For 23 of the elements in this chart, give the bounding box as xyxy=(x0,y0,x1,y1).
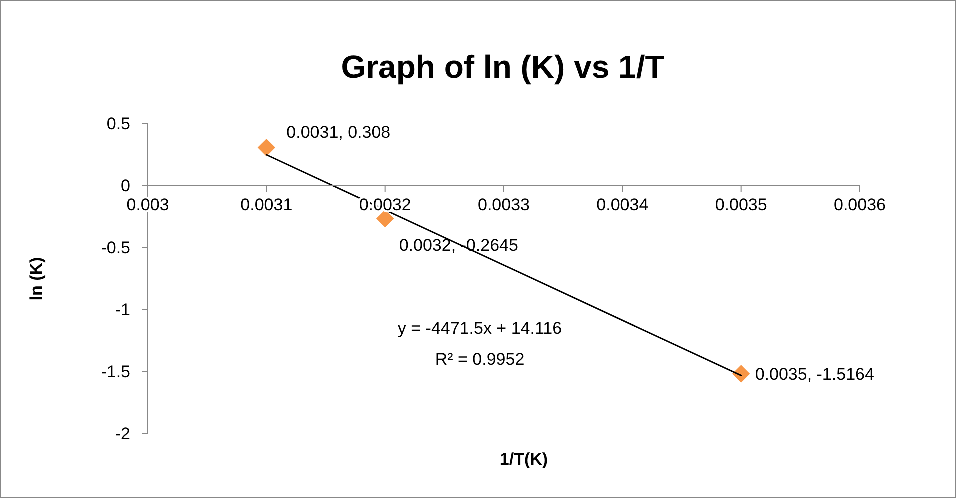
x-tick-label: 0.003 xyxy=(126,195,170,214)
y-tick-label: 0 xyxy=(121,176,130,196)
y-tick-label: -1.5 xyxy=(101,362,130,382)
y-tick-label: 0.5 xyxy=(106,114,130,134)
point xyxy=(376,210,394,228)
y-axis-title: ln (K) xyxy=(27,257,46,301)
data-label: 0.0035, -1.5164 xyxy=(755,365,874,384)
x-tick-label: 0.0035 xyxy=(715,195,768,214)
x-tick-label: 0.0033 xyxy=(478,195,530,214)
x-tick-label: 0.0034 xyxy=(596,195,649,214)
point xyxy=(258,138,276,157)
x-tick-label: 0.0031 xyxy=(240,195,293,214)
point xyxy=(732,365,750,383)
y-tick-label: -2 xyxy=(115,424,130,444)
y-tick-label: -1 xyxy=(115,300,130,320)
y-tick-label: -0.5 xyxy=(101,238,130,258)
x-tick-label: 0.0036 xyxy=(834,195,886,214)
annotation: R² = 0.9952 xyxy=(435,350,525,369)
x-axis-title: 1/T(K) xyxy=(500,450,548,469)
chart-title: Graph of ln (K) vs 1/T xyxy=(341,49,666,85)
annotation: y = -4471.5x + 14.116 xyxy=(398,319,562,338)
data-label: 0.0032, -0.2645 xyxy=(399,236,518,255)
data-label: 0.0031, 0.308 xyxy=(286,122,391,142)
